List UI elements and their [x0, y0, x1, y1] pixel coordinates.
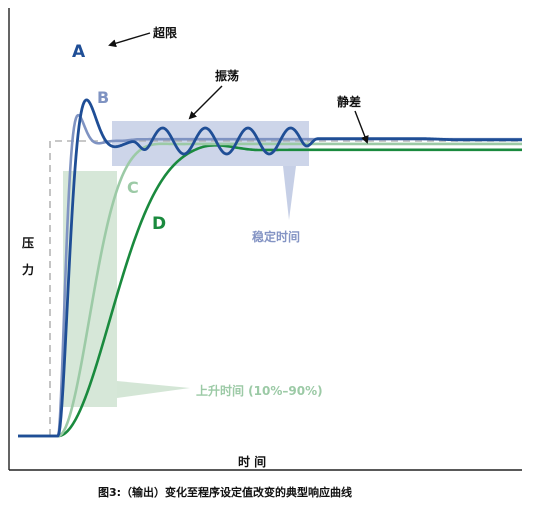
x-axis-label: 时 间 [238, 454, 266, 469]
y-axis-label-top: 压 [22, 236, 34, 250]
curve-a-line [18, 98, 523, 438]
figure-caption: 图3:（输出）变化至程序设定值改变的典型响应曲线 [98, 485, 352, 499]
overshoot-label: 超限 [152, 25, 177, 40]
settling-time-pointer [283, 166, 296, 220]
curve-d-label: D [152, 214, 166, 234]
static-error-label: 静差 [337, 94, 361, 109]
curve-c-label: C [127, 178, 139, 197]
curve-b-label: B [97, 88, 109, 107]
overshoot-arrow [108, 32, 151, 48]
settling-time-label: 稳定时间 [252, 229, 300, 244]
curve-d-line [18, 144, 523, 438]
oscillation-label: 振荡 [215, 68, 239, 83]
y-axis-label-bottom: 力 [22, 262, 34, 277]
rise-time-band [63, 171, 117, 407]
static-error-arrow [354, 110, 369, 144]
curve-a-label: A [72, 42, 86, 62]
rise-time-label: 上升时间 (10%–90%) [196, 383, 323, 398]
rise-time-pointer [117, 381, 190, 398]
curve-c-line [18, 142, 523, 438]
oscillation-arrow [188, 85, 223, 120]
setpoint-dashed-line [49, 140, 520, 436]
